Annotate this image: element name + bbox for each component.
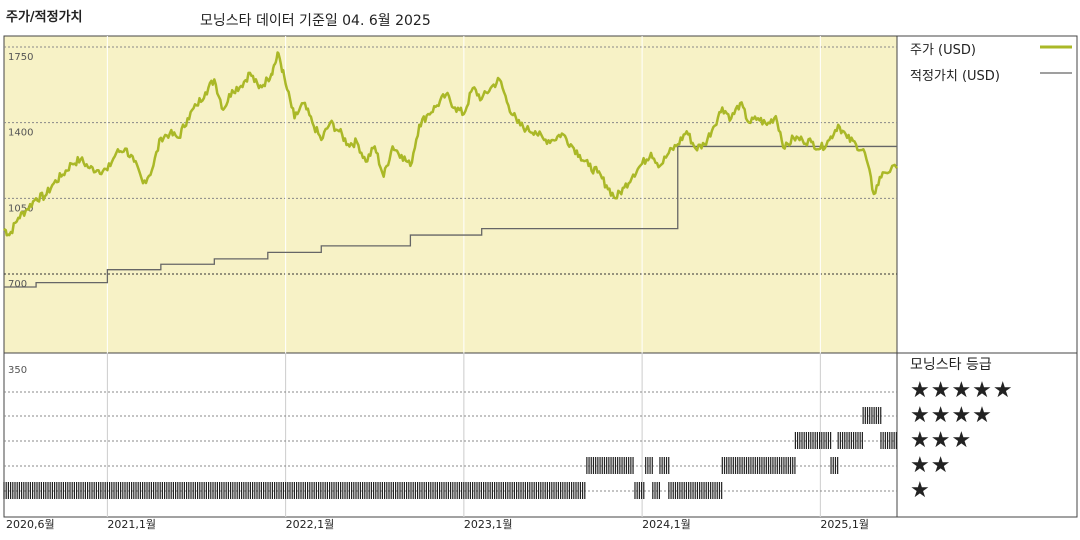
data-date-caption: 모닝스타 데이터 기준일 04. 6월 2025 (200, 13, 431, 29)
y-tick-labels: 1750 1400 1050 700 350 (8, 52, 33, 376)
rating-history-bars (3, 407, 897, 499)
legend-price-label: 주가 (USD) (910, 43, 976, 58)
rating-title: 모닝스타 등급 (910, 357, 992, 373)
price-panel-bg (3, 35, 898, 354)
y-tick-label: 1050 (8, 203, 33, 214)
fair-value-line (4, 145, 897, 288)
y-tick-label: 350 (8, 365, 27, 376)
rating-5-stars: ★★★★★ (910, 378, 1014, 403)
legend-fair-label: 적정가치 (USD) (910, 69, 1000, 84)
rating-2-stars: ★★ (910, 453, 952, 478)
rating-1-star: ★ (910, 478, 931, 503)
x-tick-label: 2024,1월 (642, 518, 691, 531)
chart-title: 주가/적정가치 (6, 10, 83, 25)
x-tick-label: 2020,6월 (6, 518, 55, 531)
price-line (2, 51, 898, 237)
x-tick-label: 2023,1월 (464, 518, 513, 531)
x-tick-labels: 2020,6월 2021,1월 2022,1월 2023,1월 2024,1월 2025,… (6, 518, 869, 531)
rating-4-stars: ★★★★ (910, 403, 993, 428)
rating-3-stars: ★★★ (910, 428, 973, 453)
y-tick-label: 700 (8, 279, 27, 290)
legend-panel (896, 35, 1078, 518)
x-tick-label: 2025,1월 (820, 518, 869, 531)
y-tick-label: 1750 (8, 52, 33, 63)
x-tick-label: 2022,1월 (286, 518, 335, 531)
x-tick-label: 2021,1월 (107, 518, 156, 531)
y-tick-label: 1400 (8, 128, 33, 139)
